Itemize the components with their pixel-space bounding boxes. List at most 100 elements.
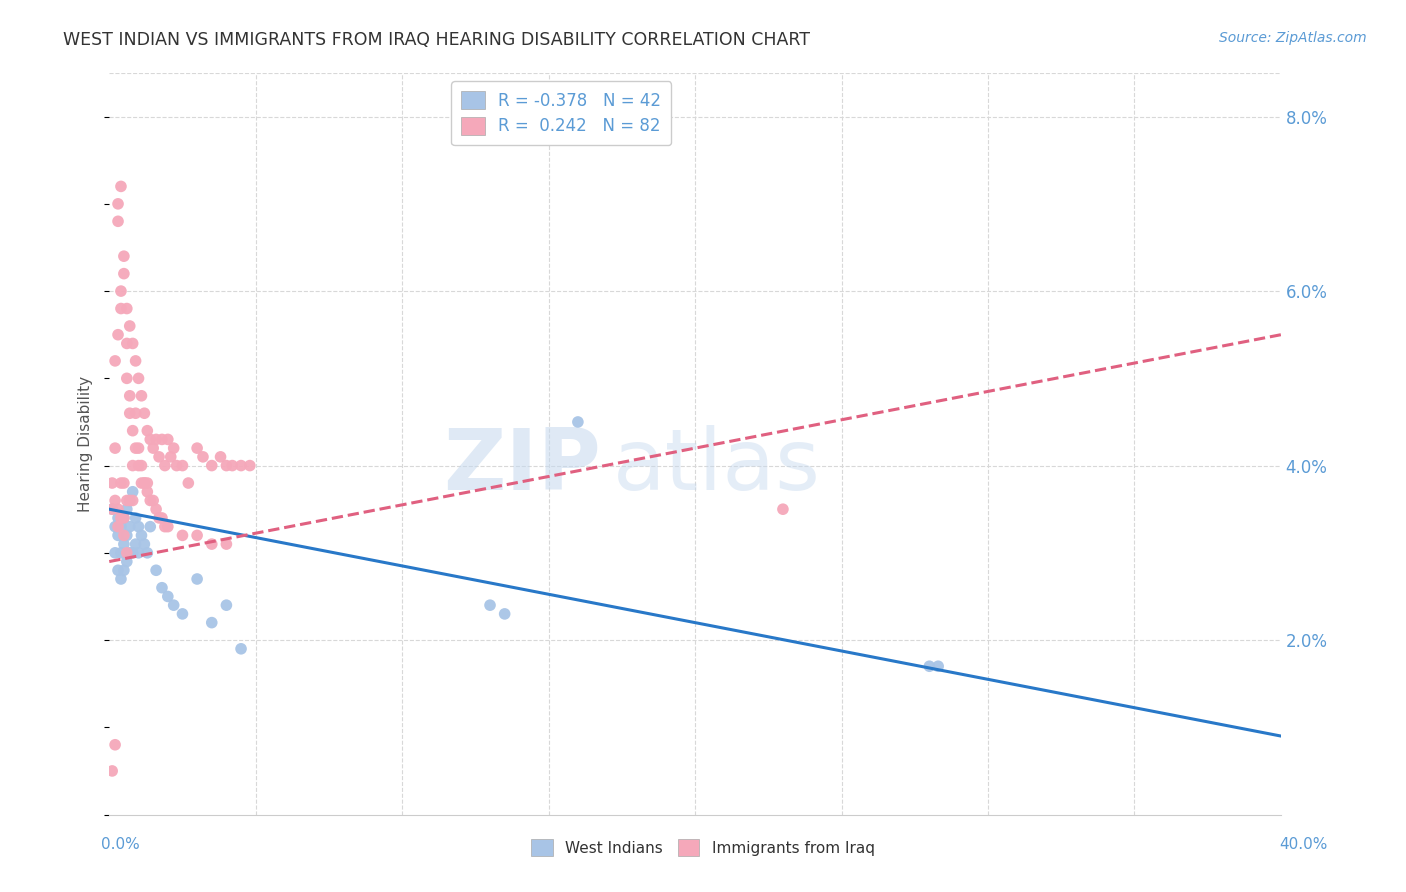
Point <box>139 493 162 508</box>
Point <box>215 458 238 473</box>
Point <box>115 528 138 542</box>
Point <box>101 764 124 778</box>
Point <box>110 301 132 316</box>
Point <box>163 441 186 455</box>
Point <box>159 450 181 464</box>
Point <box>124 354 146 368</box>
Point <box>148 450 170 464</box>
Point <box>172 528 194 542</box>
Y-axis label: Hearing Disability: Hearing Disability <box>79 376 93 512</box>
Point <box>156 590 179 604</box>
Point <box>101 502 124 516</box>
Point <box>115 301 138 316</box>
Point <box>209 450 232 464</box>
Point <box>118 493 141 508</box>
Point <box>221 458 243 473</box>
Text: 0.0%: 0.0% <box>101 838 141 852</box>
Point <box>121 458 143 473</box>
Point <box>215 598 238 612</box>
Point <box>136 546 159 560</box>
Point <box>150 581 173 595</box>
Point <box>107 519 129 533</box>
Point <box>153 519 176 533</box>
Point <box>118 406 141 420</box>
Point <box>121 546 143 560</box>
Point <box>186 572 208 586</box>
Point <box>121 424 143 438</box>
Point <box>201 458 224 473</box>
Point <box>186 441 208 455</box>
Legend: West Indians, Immigrants from Iraq: West Indians, Immigrants from Iraq <box>526 833 880 862</box>
Point <box>112 537 135 551</box>
Point <box>110 546 132 560</box>
Point <box>101 502 124 516</box>
Point <box>131 528 153 542</box>
Point <box>145 433 167 447</box>
Point <box>134 406 156 420</box>
Point <box>115 555 138 569</box>
Point <box>139 433 162 447</box>
Point <box>163 598 186 612</box>
Point <box>118 318 141 333</box>
Point <box>121 336 143 351</box>
Point <box>494 607 516 621</box>
Point <box>156 519 179 533</box>
Point <box>115 336 138 351</box>
Point <box>110 284 132 298</box>
Point <box>107 214 129 228</box>
Point <box>118 546 141 560</box>
Point <box>134 537 156 551</box>
Point <box>142 441 165 455</box>
Point <box>918 659 941 673</box>
Point <box>107 563 129 577</box>
Legend: R = -0.378   N = 42, R =  0.242   N = 82: R = -0.378 N = 42, R = 0.242 N = 82 <box>451 81 671 145</box>
Point <box>131 458 153 473</box>
Point <box>104 546 127 560</box>
Point <box>131 476 153 491</box>
Point <box>104 519 127 533</box>
Point <box>107 528 129 542</box>
Point <box>128 441 150 455</box>
Point <box>150 511 173 525</box>
Point <box>229 458 252 473</box>
Point <box>927 659 949 673</box>
Point <box>128 458 150 473</box>
Point <box>112 511 135 525</box>
Point <box>104 738 127 752</box>
Point <box>110 572 132 586</box>
Point <box>201 537 224 551</box>
Point <box>115 371 138 385</box>
Point <box>239 458 262 473</box>
Point <box>772 502 794 516</box>
Point <box>139 519 162 533</box>
Point <box>156 433 179 447</box>
Point <box>124 406 146 420</box>
Text: ZIP: ZIP <box>443 425 602 508</box>
Point <box>115 546 138 560</box>
Point <box>112 511 135 525</box>
Point <box>124 537 146 551</box>
Text: atlas: atlas <box>613 425 821 508</box>
Point <box>104 493 127 508</box>
Point <box>136 484 159 499</box>
Point <box>107 197 129 211</box>
Point <box>115 493 138 508</box>
Point <box>107 511 129 525</box>
Point <box>177 476 200 491</box>
Point <box>229 641 252 656</box>
Point <box>153 458 176 473</box>
Point <box>136 476 159 491</box>
Point <box>186 528 208 542</box>
Point <box>128 546 150 560</box>
Point <box>124 511 146 525</box>
Point <box>166 458 188 473</box>
Point <box>567 415 589 429</box>
Point <box>145 563 167 577</box>
Point <box>110 511 132 525</box>
Point <box>148 511 170 525</box>
Point <box>136 424 159 438</box>
Point <box>104 441 127 455</box>
Point <box>134 476 156 491</box>
Point <box>124 441 146 455</box>
Point <box>121 493 143 508</box>
